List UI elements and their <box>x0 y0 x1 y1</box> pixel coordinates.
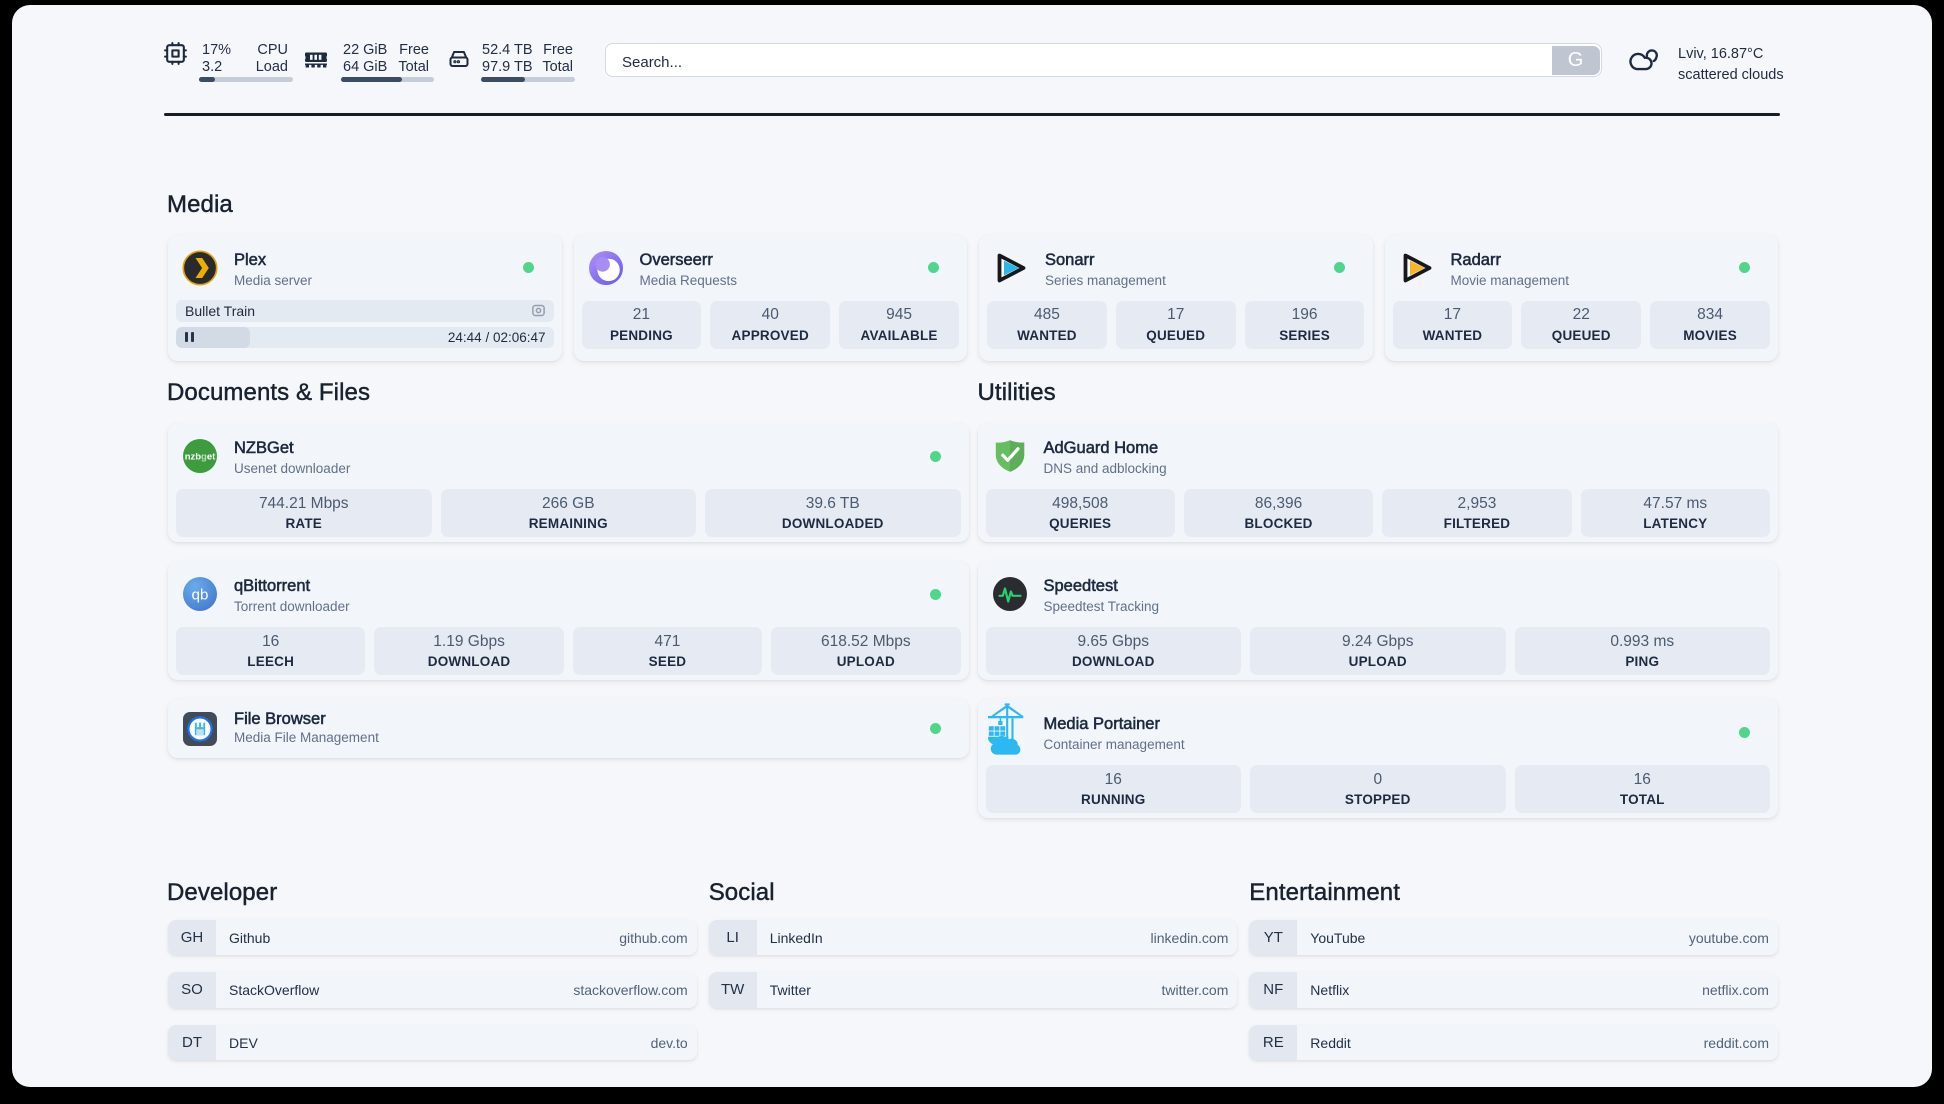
svg-text:qb: qb <box>192 587 209 604</box>
svg-text:nzbget: nzbget <box>185 452 216 463</box>
